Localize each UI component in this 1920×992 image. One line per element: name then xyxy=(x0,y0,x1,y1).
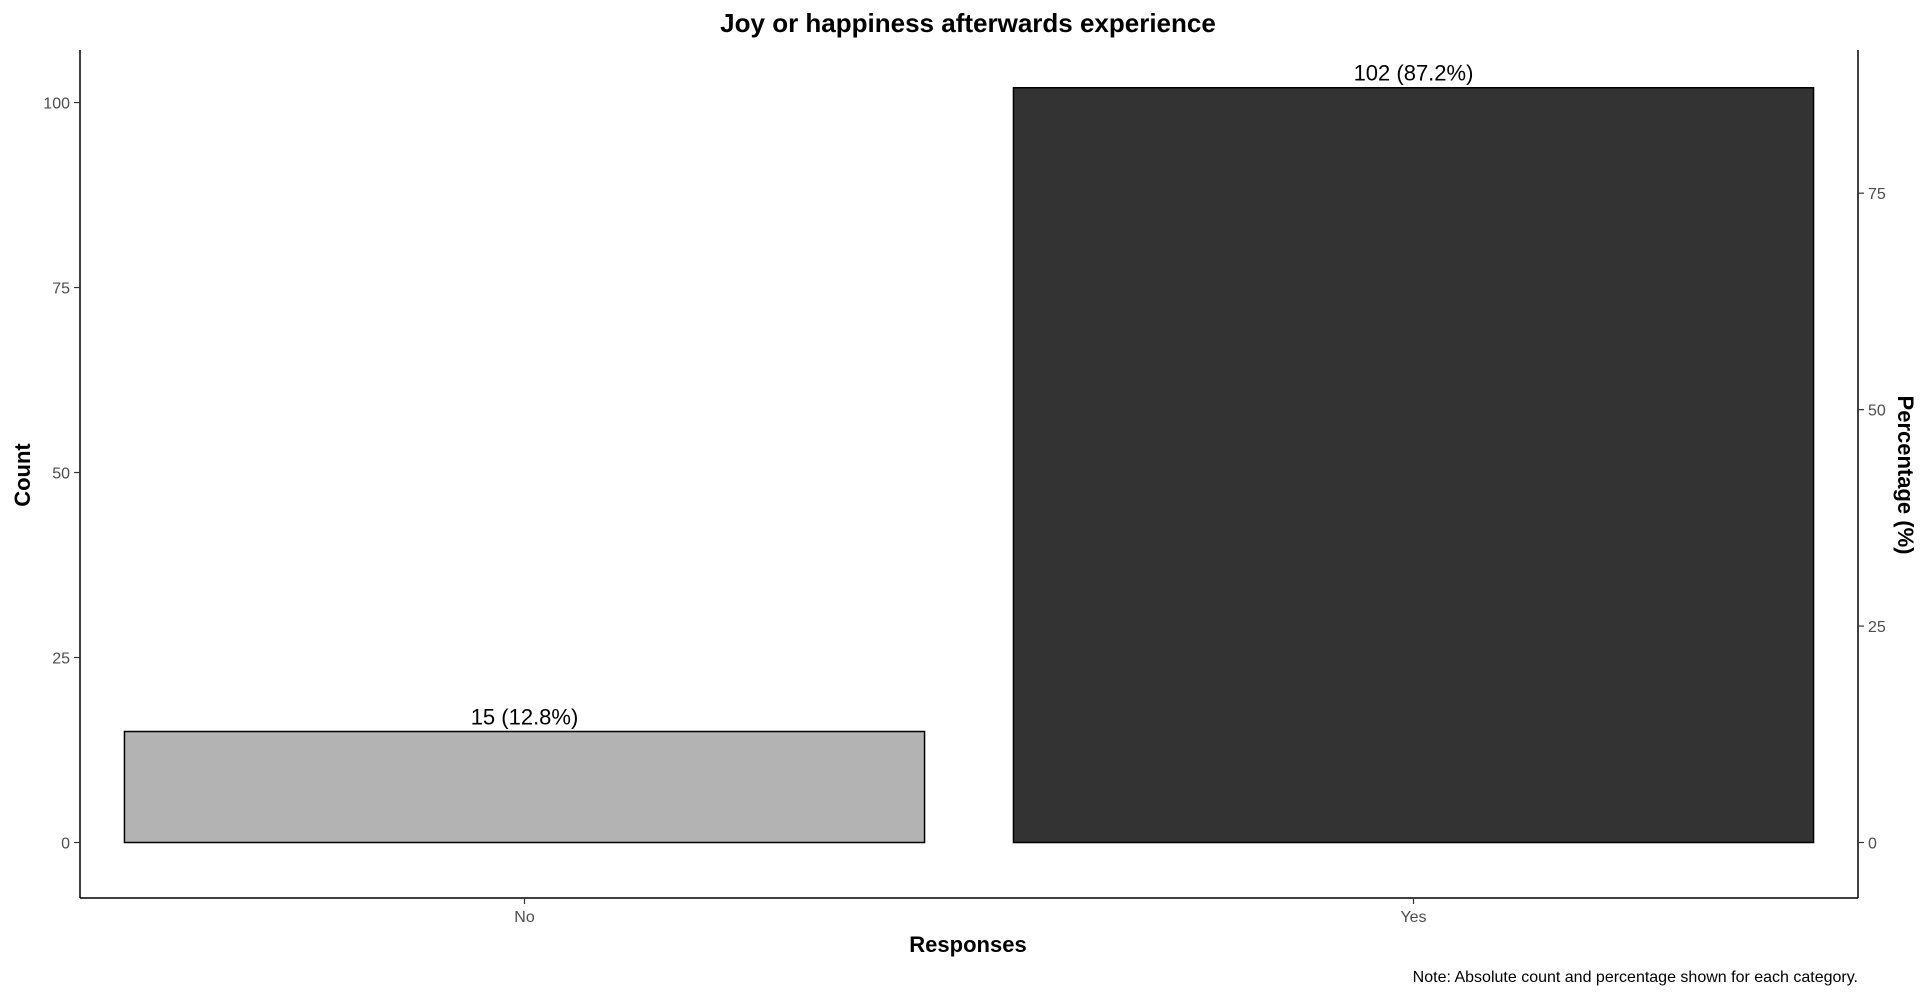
x-axis-title: Responses xyxy=(909,932,1026,957)
y-axis-title: Count xyxy=(10,443,35,507)
chart-note: Note: Absolute count and percentage show… xyxy=(1413,969,1858,986)
y-tick-label: 0 xyxy=(61,836,70,853)
y-tick-label: 25 xyxy=(52,651,70,668)
y-axis-ticks: 0 25 50 75 100 xyxy=(43,96,80,853)
y-tick-label: 75 xyxy=(52,281,70,298)
bars xyxy=(123,86,1815,844)
bar-no xyxy=(123,730,926,844)
x-tick-label-no: No xyxy=(514,909,535,926)
data-label-yes: 102 (87.2%) xyxy=(1354,61,1474,86)
y2-tick-label: 75 xyxy=(1868,186,1886,203)
chart-title: Joy or happiness afterwards experience xyxy=(720,8,1216,38)
bar-yes xyxy=(1012,86,1815,844)
y2-tick-label: 25 xyxy=(1868,619,1886,636)
y2-tick-label: 0 xyxy=(1868,836,1877,853)
y2-axis-title: Percentage (%) xyxy=(1893,396,1918,555)
y2-tick-label: 50 xyxy=(1868,403,1886,420)
data-label-no: 15 (12.8%) xyxy=(471,705,579,730)
y-tick-label: 100 xyxy=(43,96,70,113)
data-labels: 15 (12.8%) 102 (87.2%) xyxy=(471,61,1474,730)
plot-area: 15 (12.8%) 102 (87.2%) 0 25 50 75 100 0 25 50 75… xyxy=(43,50,1886,926)
x-axis-ticks: No Yes xyxy=(514,898,1427,926)
y-tick-label: 50 xyxy=(52,466,70,483)
y2-axis-ticks: 0 25 50 75 xyxy=(1858,186,1886,853)
x-tick-label-yes: Yes xyxy=(1400,909,1426,926)
